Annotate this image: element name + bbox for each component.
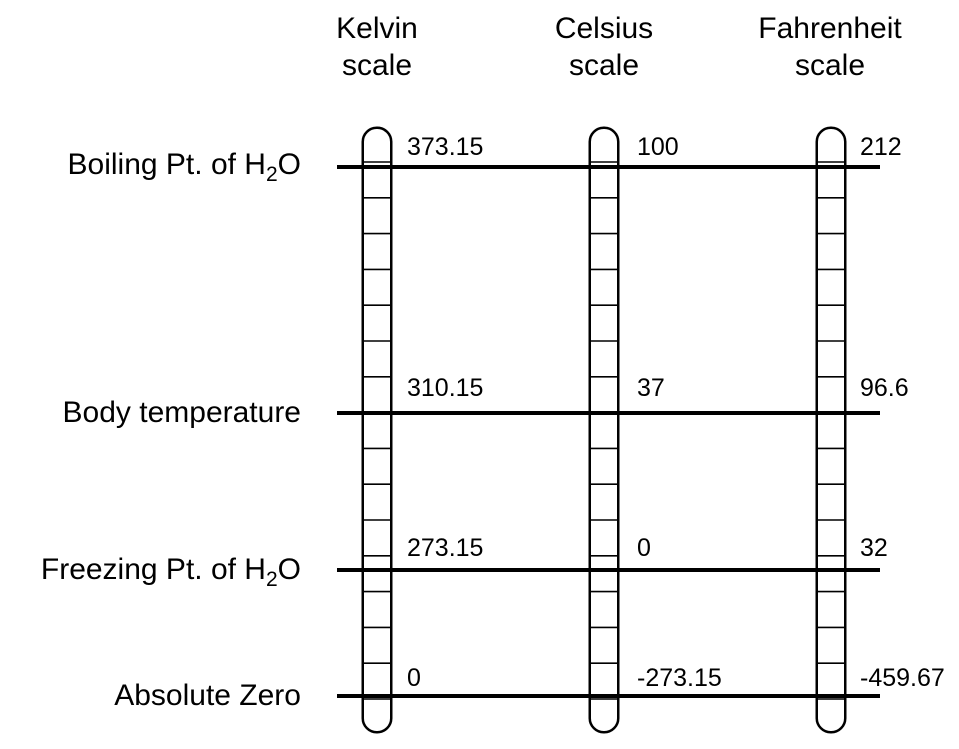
tube-outline <box>588 126 620 734</box>
absolute-zero-line <box>337 694 880 698</box>
row-label-text: Body temperature <box>62 396 301 429</box>
tube-outline <box>815 126 847 734</box>
kelvin-title-line1: Kelvin <box>336 12 418 45</box>
row-label-text: Freezing Pt. of H <box>40 553 266 586</box>
row-label-text: Boiling Pt. of H <box>67 148 266 181</box>
tube-outline <box>361 126 393 734</box>
freezing-point-line <box>337 568 880 572</box>
kelvin-value-absolute-zero: 0 <box>407 664 421 692</box>
kelvin-title-line2: scale <box>341 49 413 82</box>
celsius-title-line1: Celsius <box>554 12 654 45</box>
kelvin-value-boiling: 373.15 <box>407 133 484 161</box>
kelvin-scale-title: Kelvin scale <box>287 10 467 84</box>
celsius-value-body: 37 <box>637 374 665 402</box>
celsius-title-line2: scale <box>568 49 640 82</box>
kelvin-value-freezing: 273.15 <box>407 534 484 562</box>
fahrenheit-thermometer-tube <box>815 126 847 734</box>
row-label-subscript: 2 <box>265 568 278 591</box>
kelvin-thermometer-tube <box>361 126 393 734</box>
row-label-absolute-zero: Absolute Zero <box>114 678 301 714</box>
row-label-subscript: 2 <box>265 163 278 186</box>
celsius-value-boiling: 100 <box>637 133 679 161</box>
kelvin-value-body: 310.15 <box>407 374 484 402</box>
celsius-value-freezing: 0 <box>637 534 651 562</box>
fahrenheit-value-body: 96.6 <box>860 374 909 402</box>
row-label-boiling-point: Boiling Pt. of H2O <box>67 147 301 186</box>
fahrenheit-value-freezing: 32 <box>860 534 888 562</box>
fahrenheit-value-absolute-zero: -459.67 <box>860 664 945 692</box>
celsius-value-absolute-zero: -273.15 <box>637 664 722 692</box>
celsius-thermometer-tube <box>588 126 620 734</box>
row-label-text: Absolute Zero <box>114 679 301 712</box>
fahrenheit-value-boiling: 212 <box>860 133 902 161</box>
row-label-suffix: O <box>277 553 301 586</box>
fahrenheit-scale-title: Fahrenheit scale <box>740 10 920 84</box>
celsius-scale-title: Celsius scale <box>514 10 694 84</box>
row-label-suffix: O <box>277 148 301 181</box>
boiling-point-line <box>337 165 880 169</box>
fahrenheit-title-line2: scale <box>794 49 866 82</box>
body-temperature-line <box>337 411 880 415</box>
row-label-freezing-point: Freezing Pt. of H2O <box>40 552 301 591</box>
row-label-body-temperature: Body temperature <box>63 395 301 431</box>
fahrenheit-title-line1: Fahrenheit <box>758 12 902 45</box>
